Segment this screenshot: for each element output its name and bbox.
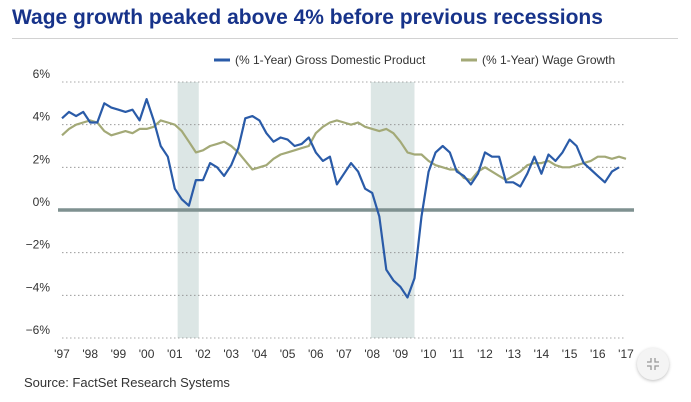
x-tick-label: '98 (82, 347, 98, 361)
x-tick-label: '05 (280, 347, 296, 361)
x-tick-label: '10 (421, 347, 437, 361)
x-tick-label: '03 (223, 347, 239, 361)
x-axis-tick-labels: '97 '98 '99 '00 '01 '02 '03 '04 '05 '06 '07 '08 '09 '… (54, 347, 634, 361)
chart-title: Wage growth peaked above 4% before previ… (12, 6, 603, 29)
x-tick-label: '01 (167, 347, 183, 361)
x-tick-label: '08 (364, 347, 380, 361)
legend: (% 1-Year) Gross Domestic Product (% 1-Ye… (214, 53, 615, 67)
y-tick-label: −6% (26, 323, 51, 337)
x-tick-label: '15 (562, 347, 578, 361)
x-tick-label: '06 (308, 347, 324, 361)
legend-item-gdp: (% 1-Year) Gross Domestic Product (214, 53, 426, 67)
series-lines (61, 97, 627, 299)
source-note: Source: FactSet Research Systems (24, 375, 230, 390)
y-tick-label: −2% (26, 238, 51, 252)
y-tick-label: 4% (33, 110, 51, 124)
title-divider (12, 38, 678, 39)
y-tick-label: −4% (26, 280, 51, 294)
x-tick-label: '00 (139, 347, 155, 361)
x-tick-label: '16 (590, 347, 606, 361)
x-tick-label: '07 (336, 347, 352, 361)
x-tick-label: '11 (449, 347, 464, 361)
y-tick-label: 2% (33, 152, 51, 166)
zoom-toggle-button[interactable] (637, 348, 669, 380)
y-tick-label: 6% (33, 67, 51, 81)
x-tick-label: '13 (505, 347, 521, 361)
x-tick-label: '09 (393, 347, 409, 361)
x-tick-label: '99 (111, 347, 127, 361)
legend-label: (% 1-Year) Wage Growth (482, 53, 615, 67)
x-tick-label: '14 (534, 347, 550, 361)
collapse-arrows-icon (647, 358, 659, 370)
x-tick-label: '17 (618, 347, 634, 361)
y-tick-label: 0% (33, 195, 51, 209)
series-line-gdp (61, 97, 620, 299)
line-chart: 6%4%2%0%−2%−4%−6% '97'98'99'00'01'02'03 '… (26, 53, 635, 361)
legend-label: (% 1-Year) Gross Domestic Product (235, 53, 426, 67)
y-axis-tick-labels: 6% 4% 2% 0% −2% −4% −6% (26, 67, 51, 337)
x-tick-label: '97 (54, 347, 70, 361)
x-tick-label: '04 (252, 347, 268, 361)
x-tick-label: '02 (195, 347, 211, 361)
x-tick-label: '12 (477, 347, 493, 361)
legend-item-wage: (% 1-Year) Wage Growth (461, 53, 615, 67)
